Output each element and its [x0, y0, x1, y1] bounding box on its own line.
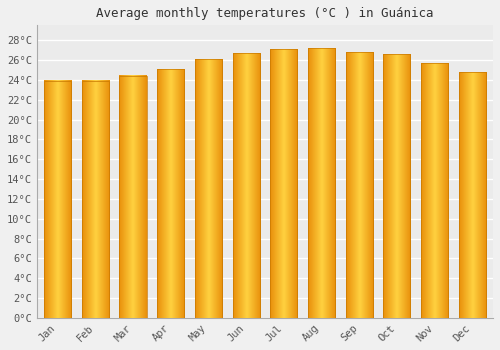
Bar [384, 54, 410, 318]
Bar [157, 69, 184, 318]
Bar [270, 49, 297, 318]
Bar [82, 81, 109, 318]
Bar [195, 59, 222, 318]
Bar [44, 81, 71, 318]
Title: Average monthly temperatures (°C ) in Guánica: Average monthly temperatures (°C ) in Gu… [96, 7, 434, 20]
Bar [120, 76, 146, 318]
Bar [458, 72, 486, 318]
Bar [346, 52, 373, 318]
Bar [232, 53, 260, 318]
Bar [421, 63, 448, 318]
Bar [308, 48, 335, 318]
